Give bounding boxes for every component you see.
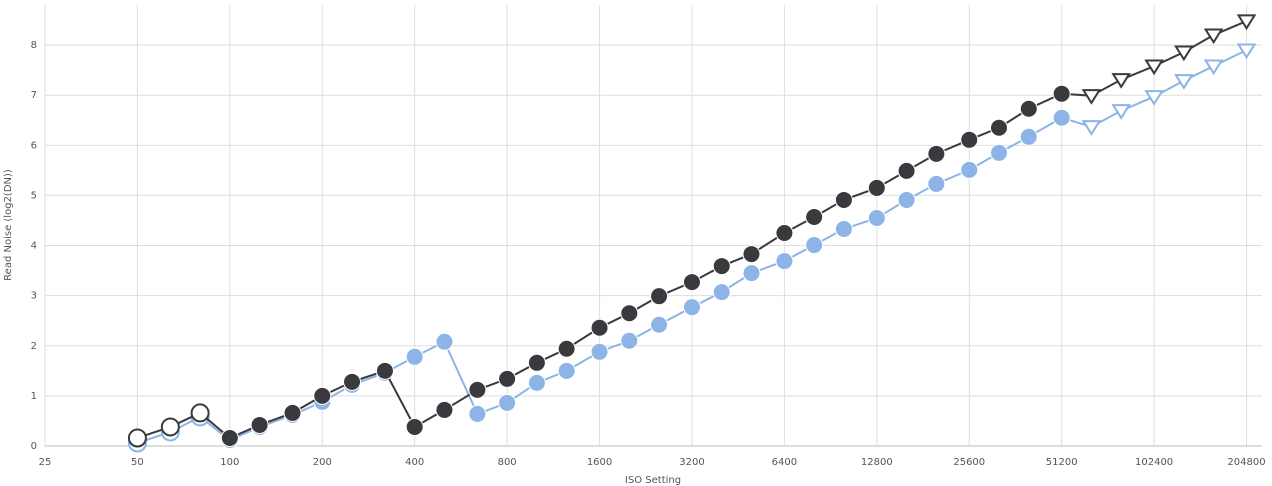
y-tick-label: 4 [31,241,37,252]
marker [620,304,639,323]
marker [190,403,210,423]
x-tick-label: 204800 [1227,457,1265,468]
marker [1203,28,1224,45]
x-tick-label: 200 [313,457,332,468]
marker [1236,43,1257,60]
y-tick-label: 7 [31,90,37,101]
marker [1081,89,1102,105]
y-tick-label: 8 [31,40,37,51]
marker [1111,104,1131,120]
y-axis-title: Read Noise (log2(DN)) [3,169,14,281]
marker [527,353,546,372]
marker [160,417,180,437]
marker [805,207,824,226]
marker [127,428,147,448]
y-tick-label: 6 [31,140,37,151]
marker [960,130,979,149]
marker [682,273,701,292]
x-tick-label: 6400 [772,457,797,468]
marker [1144,59,1164,76]
x-tick-label: 25600 [953,457,985,468]
marker [1081,120,1102,136]
marker [867,178,886,197]
y-tick-label: 5 [31,190,37,201]
marker [1144,90,1164,106]
x-axis-title: ISO Setting [625,475,681,486]
x-tick-label: 51200 [1046,457,1078,468]
marker [498,393,517,412]
marker [435,332,454,351]
marker [557,339,576,358]
marker [834,190,853,209]
marker [405,347,424,366]
marker [990,143,1009,162]
y-tick-label: 1 [31,391,37,402]
marker [742,245,761,264]
marker [1174,45,1194,62]
x-tick-label: 102400 [1135,457,1173,468]
marker [343,372,362,391]
marker [405,417,424,436]
x-tick-label: 1600 [587,457,612,468]
marker [313,386,332,405]
marker [220,428,239,447]
marker [712,283,731,302]
marker [468,380,487,399]
x-tick-label: 400 [405,457,424,468]
x-tick-label: 800 [498,457,517,468]
marker [590,318,609,337]
marker [927,144,946,163]
marker [805,236,824,255]
marker [498,369,517,388]
y-tick-label: 3 [31,291,37,302]
marker [557,361,576,380]
marker [650,315,669,334]
y-tick-label: 2 [31,341,37,352]
marker [650,287,669,306]
marker [468,404,487,423]
marker [250,415,269,434]
x-tick-label: 50 [131,457,144,468]
marker [527,373,546,392]
marker [834,220,853,239]
marker [1174,74,1194,90]
marker [682,298,701,317]
marker [1019,127,1038,146]
marker [897,161,916,180]
marker [1236,14,1257,31]
marker [1203,59,1224,76]
marker [620,331,639,350]
marker [897,190,916,209]
marker [712,257,731,276]
x-tick-label: 25 [39,457,52,468]
marker [742,264,761,283]
marker [1111,73,1131,89]
marker [990,118,1009,137]
marker [283,403,302,422]
marker [775,252,794,271]
x-tick-label: 12800 [861,457,893,468]
marker [867,208,886,227]
marker [1019,99,1038,118]
marker [375,361,394,380]
x-tick-label: 100 [220,457,239,468]
y-tick-label: 0 [31,441,37,452]
marker [1052,108,1071,127]
marker [927,174,946,193]
marker [1052,84,1071,103]
marker [775,224,794,243]
x-tick-label: 3200 [679,457,704,468]
marker [435,400,454,419]
marker [590,342,609,361]
marker [960,160,979,179]
